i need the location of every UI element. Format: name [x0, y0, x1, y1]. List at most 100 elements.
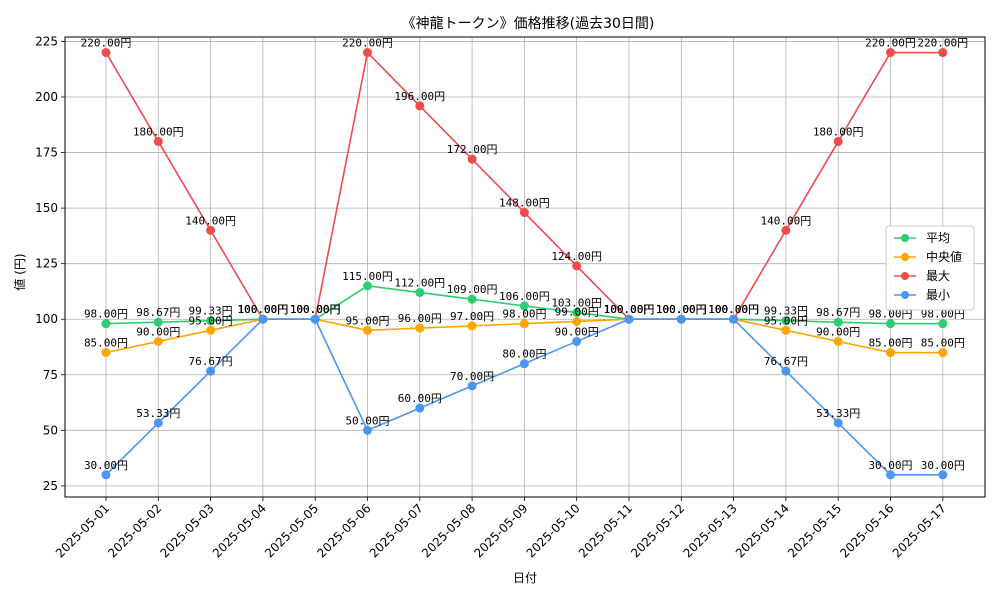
data-label: 53.33円 [816, 407, 860, 420]
data-label: 140.00円 [761, 214, 812, 227]
data-label: 76.67円 [189, 355, 233, 368]
plot-area-frame [64, 36, 986, 498]
data-label: 100.00円 [290, 303, 341, 316]
legend-entry: 中央値 [926, 249, 962, 264]
data-point [624, 314, 634, 324]
data-point [153, 136, 163, 146]
data-point [938, 48, 948, 58]
x-axis-label: 日付 [513, 571, 537, 585]
data-point [467, 154, 477, 164]
data-label: 97.00円 [450, 310, 494, 323]
data-point [886, 470, 895, 480]
data-point [206, 325, 216, 335]
y-tick-label: 50 [43, 423, 58, 437]
data-label: 100.00円 [656, 303, 707, 316]
data-label: 100.00円 [604, 303, 655, 316]
y-tick-label: 125 [35, 257, 58, 271]
data-label: 70.00円 [450, 370, 494, 383]
data-label: 103.00円 [551, 297, 602, 310]
data-label: 85.00円 [921, 337, 965, 350]
y-tick-label: 175 [35, 146, 58, 160]
data-point [938, 470, 948, 480]
y-tick-label: 200 [35, 90, 58, 104]
legend-box [885, 225, 975, 311]
x-tick-label: 2025-05-04 [210, 501, 269, 560]
data-label: 50.00円 [345, 414, 389, 427]
data-point [153, 336, 163, 346]
x-tick-label: 2025-05-06 [314, 501, 373, 560]
y-tick-label: 75 [43, 368, 58, 382]
legend-marker [901, 253, 909, 261]
data-point [363, 325, 372, 335]
data-label: 220.00円 [81, 37, 132, 50]
data-label: 124.00円 [551, 250, 602, 263]
x-tick-label: 2025-05-13 [681, 501, 740, 560]
x-tick-label: 2025-05-14 [733, 501, 792, 560]
data-point [363, 48, 372, 58]
data-point [101, 470, 111, 480]
data-label: 180.00円 [813, 125, 864, 138]
data-point [415, 101, 425, 111]
data-point [833, 317, 843, 327]
x-tick-label: 2025-05-01 [53, 501, 112, 560]
data-label: 95.00円 [345, 314, 389, 327]
data-point [572, 316, 582, 326]
data-label: 220.00円 [917, 37, 968, 50]
x-tick-label: 2025-05-07 [367, 501, 426, 560]
data-label: 106.00円 [499, 290, 550, 303]
data-point [467, 294, 477, 304]
data-label: 100.00円 [238, 303, 289, 316]
data-label: 98.67円 [816, 306, 860, 319]
data-point [833, 136, 843, 146]
data-label: 109.00円 [447, 283, 498, 296]
data-label: 100.00円 [708, 303, 759, 316]
legend-marker [901, 234, 909, 242]
data-point [415, 288, 425, 298]
data-point [938, 348, 948, 358]
data-label: 140.00円 [185, 214, 236, 227]
data-point [153, 317, 163, 327]
data-point [886, 48, 895, 58]
data-label: 220.00円 [865, 37, 916, 50]
data-point [519, 319, 529, 329]
data-point [363, 425, 372, 435]
data-label: 85.00円 [84, 337, 128, 350]
x-tick-label: 2025-05-10 [524, 501, 583, 560]
data-label: 100.00円 [238, 303, 289, 316]
data-point [572, 261, 582, 271]
data-label: 98.00円 [502, 308, 546, 321]
data-label: 100.00円 [238, 303, 289, 316]
data-label: 100.00円 [290, 303, 341, 316]
x-tick-label: 2025-05-08 [419, 501, 478, 560]
data-point [415, 323, 425, 333]
data-label: 100.00円 [238, 303, 289, 316]
data-label: 148.00円 [499, 197, 550, 210]
data-point [206, 316, 216, 326]
data-point [886, 348, 895, 358]
data-label: 95.00円 [764, 314, 808, 327]
x-tick-label: 2025-05-11 [576, 501, 635, 560]
data-label: 98.00円 [868, 308, 912, 321]
data-label: 76.67円 [764, 355, 808, 368]
data-point [153, 418, 163, 428]
data-label: 96.00円 [398, 312, 442, 325]
data-label: 112.00円 [394, 277, 445, 290]
data-point [676, 314, 686, 324]
data-point [781, 325, 791, 335]
data-label: 98.00円 [921, 308, 965, 321]
data-point [572, 308, 582, 318]
data-point [833, 336, 843, 346]
data-label: 196.00円 [394, 90, 445, 103]
data-label: 115.00円 [342, 270, 393, 283]
data-label: 85.00円 [868, 337, 912, 350]
data-point [729, 314, 739, 324]
data-label: 220.00円 [342, 37, 393, 50]
data-label: 30.00円 [868, 459, 912, 472]
x-tick-label: 2025-05-15 [785, 501, 844, 560]
x-tick-label: 2025-05-16 [837, 501, 896, 560]
x-tick-label: 2025-05-09 [471, 501, 530, 560]
y-tick-label: 100 [35, 312, 58, 326]
x-tick-label: 2025-05-05 [262, 501, 321, 560]
chart-title: 《神龍トークン》価格推移(過去30日間) [402, 15, 655, 32]
